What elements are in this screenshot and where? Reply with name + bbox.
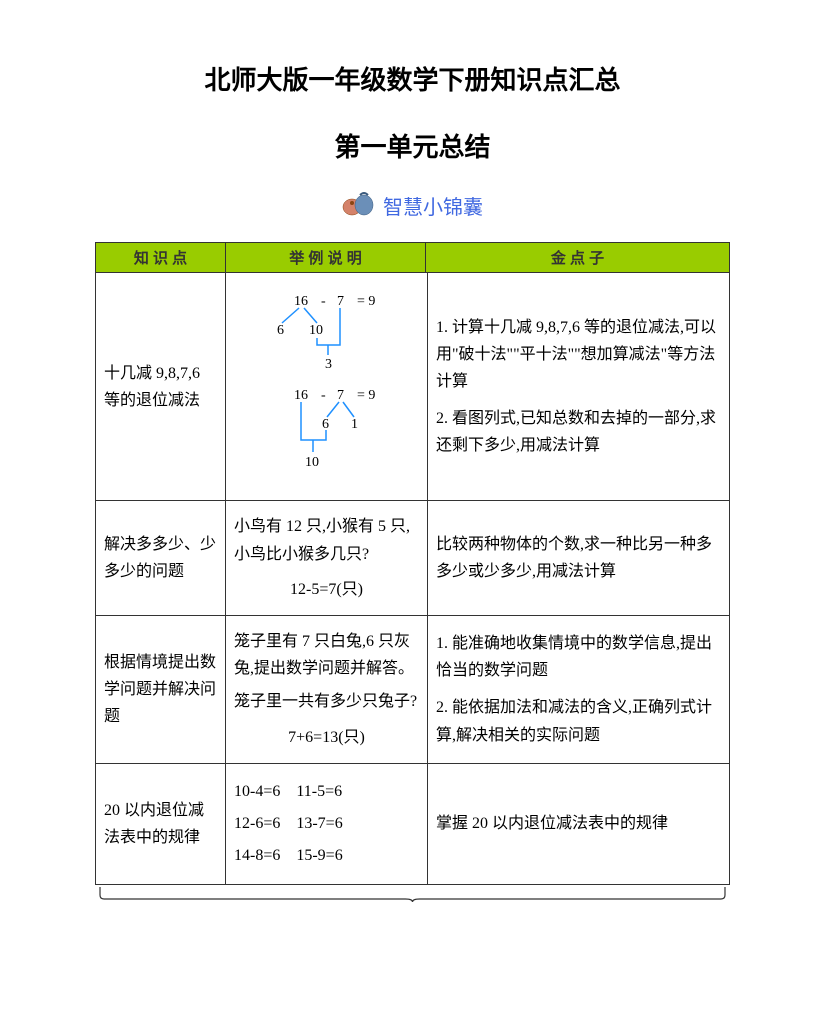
svg-text:6: 6 bbox=[322, 417, 329, 432]
svg-text:= 9: = 9 bbox=[357, 388, 375, 403]
svg-text:16: 16 bbox=[294, 388, 308, 403]
svg-text:10: 10 bbox=[309, 323, 323, 338]
svg-text:7: 7 bbox=[337, 388, 344, 403]
svg-text:3: 3 bbox=[325, 357, 332, 372]
svg-text:= 9: = 9 bbox=[357, 294, 375, 309]
example-equation: 12-5=7(只) bbox=[234, 576, 419, 603]
example-text: 小鸟有 12 只,小猴有 5 只,小鸟比小猴多几只? bbox=[234, 513, 419, 567]
table-row: 解决多多少、少多少的问题 小鸟有 12 只,小猴有 5 只,小鸟比小猴多几只? … bbox=[96, 501, 730, 616]
svg-text:-: - bbox=[321, 294, 326, 309]
title-sub: 第一单元总结 bbox=[95, 127, 730, 164]
svg-text:16: 16 bbox=[294, 294, 308, 309]
knowledge-cell: 20 以内退位减法表中的规律 bbox=[96, 763, 226, 884]
tip-text: 2. 能依据加法和减法的含义,正确列式计算,解决相关的实际问题 bbox=[436, 694, 721, 748]
tips-cell: 掌握 20 以内退位减法表中的规律 bbox=[428, 763, 730, 884]
knowledge-cell: 根据情境提出数学问题并解决问题 bbox=[96, 615, 226, 763]
diagram-1: 16 - 7 = 9 6 10 3 16 - 7 = 9 bbox=[234, 285, 419, 488]
header-col3: 金 点 子 bbox=[425, 243, 730, 272]
table-header: 知 识 点 举 例 说 明 金 点 子 bbox=[95, 242, 730, 272]
content-table: 十几减 9,8,7,6 等的退位减法 16 - 7 = 9 6 10 3 bbox=[95, 272, 730, 885]
example-equation: 7+6=13(只) bbox=[234, 724, 419, 751]
table-row: 20 以内退位减法表中的规律 10-4=6 11-5=6 12-6=6 13-7… bbox=[96, 763, 730, 884]
example-cell: 笼子里有 7 只白兔,6 只灰兔,提出数学问题并解答。 笼子里一共有多少只兔子?… bbox=[226, 615, 428, 763]
tips-cell: 比较两种物体的个数,求一种比另一种多多少或少多少,用减法计算 bbox=[428, 501, 730, 616]
equation-line: 10-4=6 11-5=6 bbox=[234, 776, 419, 808]
header-col1: 知 识 点 bbox=[95, 243, 225, 272]
svg-text:1: 1 bbox=[351, 417, 358, 432]
tip-text: 2. 看图列式,已知总数和去掉的一部分,求还剩下多少,用减法计算 bbox=[436, 405, 721, 459]
table-row: 根据情境提出数学问题并解决问题 笼子里有 7 只白兔,6 只灰兔,提出数学问题并… bbox=[96, 615, 730, 763]
example-cell: 16 - 7 = 9 6 10 3 16 - 7 = 9 bbox=[226, 273, 428, 501]
knowledge-cell: 解决多多少、少多少的问题 bbox=[96, 501, 226, 616]
svg-text:-: - bbox=[321, 388, 326, 403]
svg-text:7: 7 bbox=[337, 294, 344, 309]
example-cell: 小鸟有 12 只,小猴有 5 只,小鸟比小猴多几只? 12-5=7(只) bbox=[226, 501, 428, 616]
tip-text: 1. 能准确地收集情境中的数学信息,提出恰当的数学问题 bbox=[436, 630, 721, 684]
bottom-bracket bbox=[95, 887, 730, 902]
title-main: 北师大版一年级数学下册知识点汇总 bbox=[95, 60, 730, 97]
equation-line: 12-6=6 13-7=6 bbox=[234, 808, 419, 840]
bag-icon bbox=[342, 189, 374, 222]
tips-cell: 1. 计算十几减 9,8,7,6 等的退位减法,可以用"破十法""平十法""想加… bbox=[428, 273, 730, 501]
equation-line: 14-8=6 15-9=6 bbox=[234, 840, 419, 872]
tag-section: 智慧小锦囊 bbox=[95, 189, 730, 222]
table-row: 十几减 9,8,7,6 等的退位减法 16 - 7 = 9 6 10 3 bbox=[96, 273, 730, 501]
example-text: 笼子里有 7 只白兔,6 只灰兔,提出数学问题并解答。 bbox=[234, 628, 419, 682]
tip-text: 比较两种物体的个数,求一种比另一种多多少或少多少,用减法计算 bbox=[436, 536, 712, 580]
tip-text: 1. 计算十几减 9,8,7,6 等的退位减法,可以用"破十法""平十法""想加… bbox=[436, 314, 721, 396]
tip-text: 掌握 20 以内退位减法表中的规律 bbox=[436, 815, 668, 832]
svg-text:10: 10 bbox=[305, 455, 319, 470]
example-cell: 10-4=6 11-5=6 12-6=6 13-7=6 14-8=6 15-9=… bbox=[226, 763, 428, 884]
knowledge-cell: 十几减 9,8,7,6 等的退位减法 bbox=[96, 273, 226, 501]
header-col2: 举 例 说 明 bbox=[225, 243, 425, 272]
example-text: 笼子里一共有多少只兔子? bbox=[234, 688, 419, 715]
tips-cell: 1. 能准确地收集情境中的数学信息,提出恰当的数学问题 2. 能依据加法和减法的… bbox=[428, 615, 730, 763]
tag-text: 智慧小锦囊 bbox=[383, 197, 483, 219]
svg-text:6: 6 bbox=[277, 323, 284, 338]
